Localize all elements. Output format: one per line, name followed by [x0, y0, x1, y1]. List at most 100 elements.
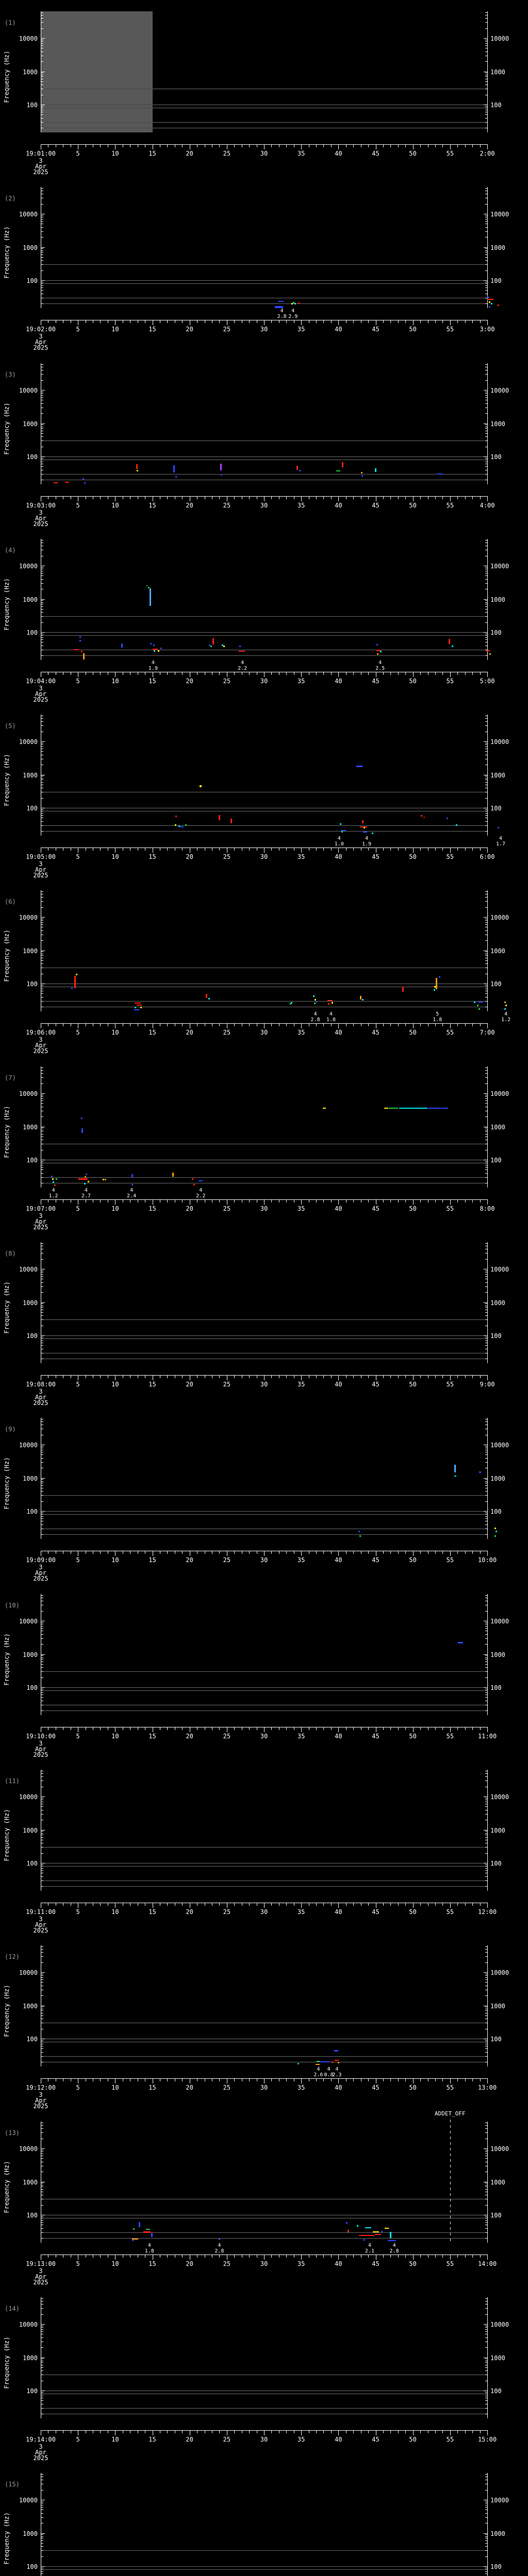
y-tick-label-left: 10000: [19, 1266, 38, 1273]
x-tick-label: 25: [223, 2436, 231, 2443]
y-minor-tick: [41, 1690, 43, 1691]
y-minor-tick: [485, 1677, 487, 1678]
detection-mark: [145, 2228, 150, 2230]
x-minor-tick: [100, 1200, 101, 1202]
y-tick-label-right: 100: [490, 277, 502, 284]
detection-mark: [487, 297, 489, 299]
x-end-label: 13:00: [477, 2084, 497, 2091]
y-minor-tick: [485, 1073, 487, 1074]
y-minor-tick: [41, 920, 43, 921]
y-minor-tick: [41, 2132, 43, 2133]
y-minor-tick: [41, 1083, 43, 1084]
x-date-line: 2025: [33, 2103, 48, 2110]
x-tick-label: 45: [372, 2084, 380, 2091]
detection-mark: [153, 645, 155, 647]
y-tick-label-left: 100: [26, 805, 38, 812]
x-minor-tick: [442, 1024, 443, 1026]
y-major-tick: [484, 2533, 487, 2534]
x-tick-label: 50: [409, 2260, 417, 2267]
x-minor-tick: [420, 1903, 421, 1906]
y-minor-tick: [41, 639, 43, 640]
x-tick-label: 5: [76, 2436, 80, 2443]
x-minor-tick: [435, 320, 436, 323]
x-minor-tick: [271, 1551, 272, 1554]
detection-mark: [498, 304, 500, 307]
x-date-line: Apr: [35, 163, 46, 170]
x-minor-tick: [435, 145, 436, 147]
y-minor-tick: [485, 637, 487, 638]
x-minor-tick: [398, 2255, 399, 2258]
x-minor-tick: [390, 1727, 391, 1730]
y-tick-label-right: 100: [490, 980, 502, 988]
x-major-tick: [487, 672, 488, 677]
y-tick-label-right: 10000: [490, 914, 509, 921]
y-minor-tick: [41, 924, 43, 925]
y-tick-label-left: 1000: [23, 2002, 38, 2010]
x-minor-tick: [167, 2431, 168, 2433]
detection-mark: [504, 1008, 506, 1010]
x-date-line: 3: [39, 685, 43, 692]
x-major-tick: [487, 1551, 488, 1556]
y-axis-right: [487, 1594, 488, 1715]
y-tick-label-right: 100: [490, 629, 502, 636]
x-tick-label: 5: [76, 326, 80, 333]
y-minor-tick: [41, 1073, 43, 1074]
y-minor-tick: [485, 2550, 487, 2551]
x-tick-label: 5: [76, 150, 80, 157]
y-minor-tick: [41, 1671, 43, 1672]
y-major-tick: [41, 38, 45, 39]
x-minor-tick: [323, 1727, 324, 1730]
y-minor-tick: [41, 1595, 43, 1596]
detection-mark: [437, 473, 442, 474]
x-tick-label: 55: [446, 1908, 454, 1916]
x-minor-tick: [331, 2255, 332, 2258]
x-minor-tick: [472, 1024, 473, 1026]
x-tick-label: 10: [111, 150, 119, 157]
y-major-tick: [484, 390, 487, 391]
x-minor-tick: [368, 672, 369, 675]
y-minor-tick: [41, 188, 43, 189]
panel-11: (11) Frequency (Hz) 100 100 1000 1000 10000 100…: [0, 1758, 528, 1935]
y-axis-title: Frequency (Hz): [3, 929, 10, 982]
y-minor-tick: [41, 812, 43, 814]
x-tick-label: 20: [186, 1381, 193, 1388]
y-minor-tick: [485, 114, 487, 115]
y-minor-tick: [41, 1853, 43, 1854]
x-start-label: 19:07:00: [26, 1205, 56, 1212]
x-tick-label: 45: [372, 1381, 380, 1388]
y-tick-label-right: 1000: [490, 947, 505, 955]
y-tick-label-right: 1000: [490, 68, 505, 76]
band-line: [41, 1319, 487, 1320]
detection-mark: [133, 2228, 135, 2230]
y-tick-label-right: 10000: [490, 2145, 509, 2153]
y-minor-tick: [485, 2392, 487, 2393]
detection-mark: [297, 2063, 299, 2065]
y-minor-tick: [485, 1462, 487, 1463]
x-minor-tick: [383, 1903, 384, 1906]
x-minor-tick: [390, 1200, 391, 1202]
x-minor-tick: [219, 145, 220, 147]
event-magnitude-label: 2.1: [365, 2248, 374, 2254]
detection-mark: [150, 643, 152, 645]
x-tick-label: 20: [186, 502, 193, 509]
y-minor-tick: [41, 264, 43, 265]
x-major-tick: [301, 1903, 302, 1908]
y-minor-tick: [485, 782, 487, 783]
y-minor-tick: [41, 81, 43, 82]
x-tick-label: 35: [297, 502, 305, 509]
y-minor-tick: [41, 413, 43, 414]
y-minor-tick: [485, 725, 487, 726]
x-minor-tick: [286, 320, 287, 323]
y-minor-tick: [41, 1098, 43, 1099]
y-minor-tick: [41, 2569, 43, 2570]
x-minor-tick: [100, 672, 101, 675]
y-minor-tick: [41, 380, 43, 381]
detection-mark: [359, 1535, 361, 1537]
x-minor-tick: [100, 1551, 101, 1554]
x-minor-tick: [167, 2079, 168, 2081]
x-minor-tick: [167, 1903, 168, 1906]
x-minor-tick: [331, 1551, 332, 1554]
y-minor-tick: [41, 221, 43, 222]
y-tick-label-left: 100: [26, 2036, 38, 2043]
